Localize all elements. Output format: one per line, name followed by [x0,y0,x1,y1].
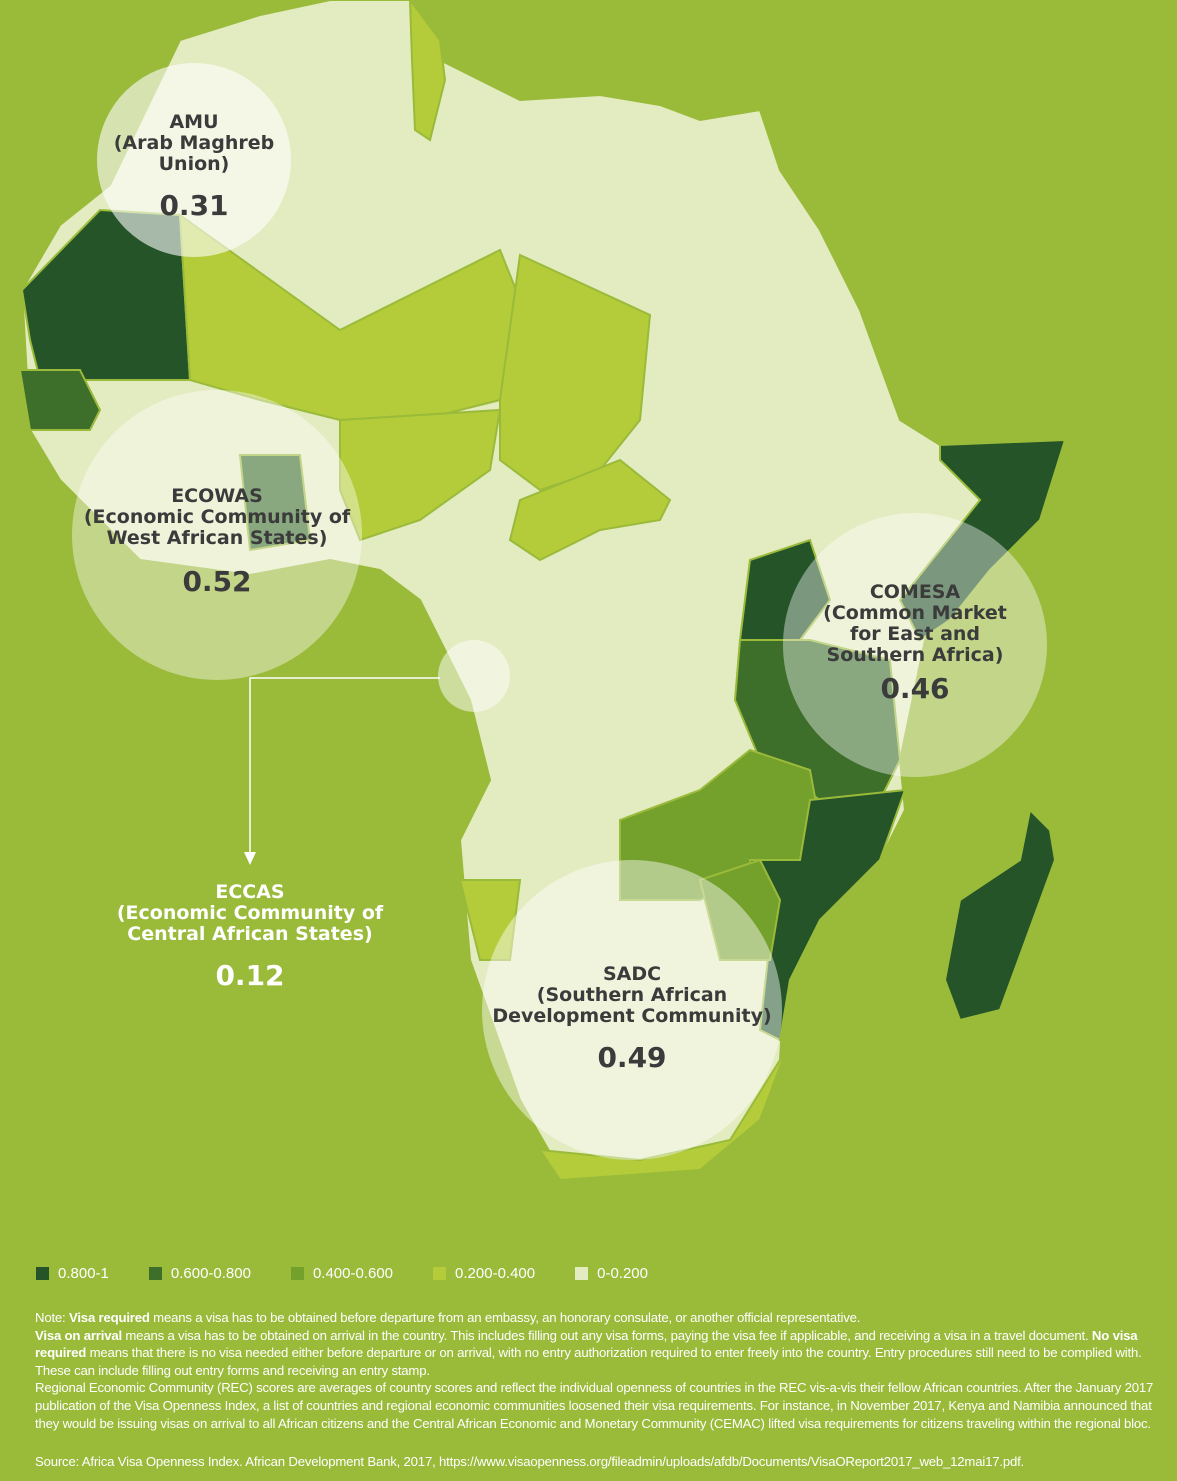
legend-item: 0.800-1 [36,1265,109,1282]
legend-swatch [433,1267,447,1280]
eccas-pointer-line [249,677,440,855]
mozambique [748,788,907,1042]
amu-circle [97,63,291,257]
comesa-circle [783,513,1047,777]
ecowas-circle [72,390,362,680]
eccas-circle [438,640,510,712]
legend-label: 0-0.200 [597,1265,648,1282]
legend-swatch [575,1267,589,1280]
legend-item: 0.200-0.400 [433,1265,535,1282]
africa-map [18,0,1067,1182]
nigeria [339,408,502,542]
legend-swatch [148,1267,162,1280]
somalia [898,438,1067,642]
madagascar [943,807,1057,1022]
legend: 0.800-1 0.600-0.800 0.400-0.600 0.200-0.… [36,1265,688,1282]
sadc-circle [482,860,782,1160]
eccas-label: ECCAS (Economic Community of Central Afric… [116,881,384,992]
source-text: Source: Africa Visa Openness Index. Afri… [35,1454,1025,1469]
legend-label: 0.200-0.400 [455,1265,536,1282]
legend-label: 0.800-1 [58,1265,109,1282]
legend-item: 0.600-0.800 [148,1265,251,1282]
sadc-label: SADC (Southern African Development Communi… [492,963,772,1074]
comesa-label: COMESA (Common Market for East and Southern… [823,581,1007,705]
ecowas-label: ECOWAS (Economic Community of West African… [83,485,351,598]
legend-label: 0.600-0.800 [170,1265,251,1282]
ghana-togo [238,454,312,552]
legend-item: 0.400-0.600 [290,1265,394,1282]
zimbabwe [698,858,782,961]
south-africa-coast [537,1039,791,1182]
eccas-arrow-head [244,852,256,865]
legend-label: 0.400-0.600 [312,1265,394,1282]
legend-item: 0-0.200 [575,1265,648,1282]
senegal [18,369,102,431]
amu-label: AMU (Arab Maghreb Union) 0.31 [113,111,275,222]
note-text: Note: Visa required means a visa has to … [35,1310,1154,1431]
namibia-coast [458,879,522,961]
legend-swatch [36,1267,49,1280]
legend-swatch [290,1267,304,1280]
tunisia [408,0,447,142]
uganda-kenya [738,538,832,641]
car [508,458,672,562]
